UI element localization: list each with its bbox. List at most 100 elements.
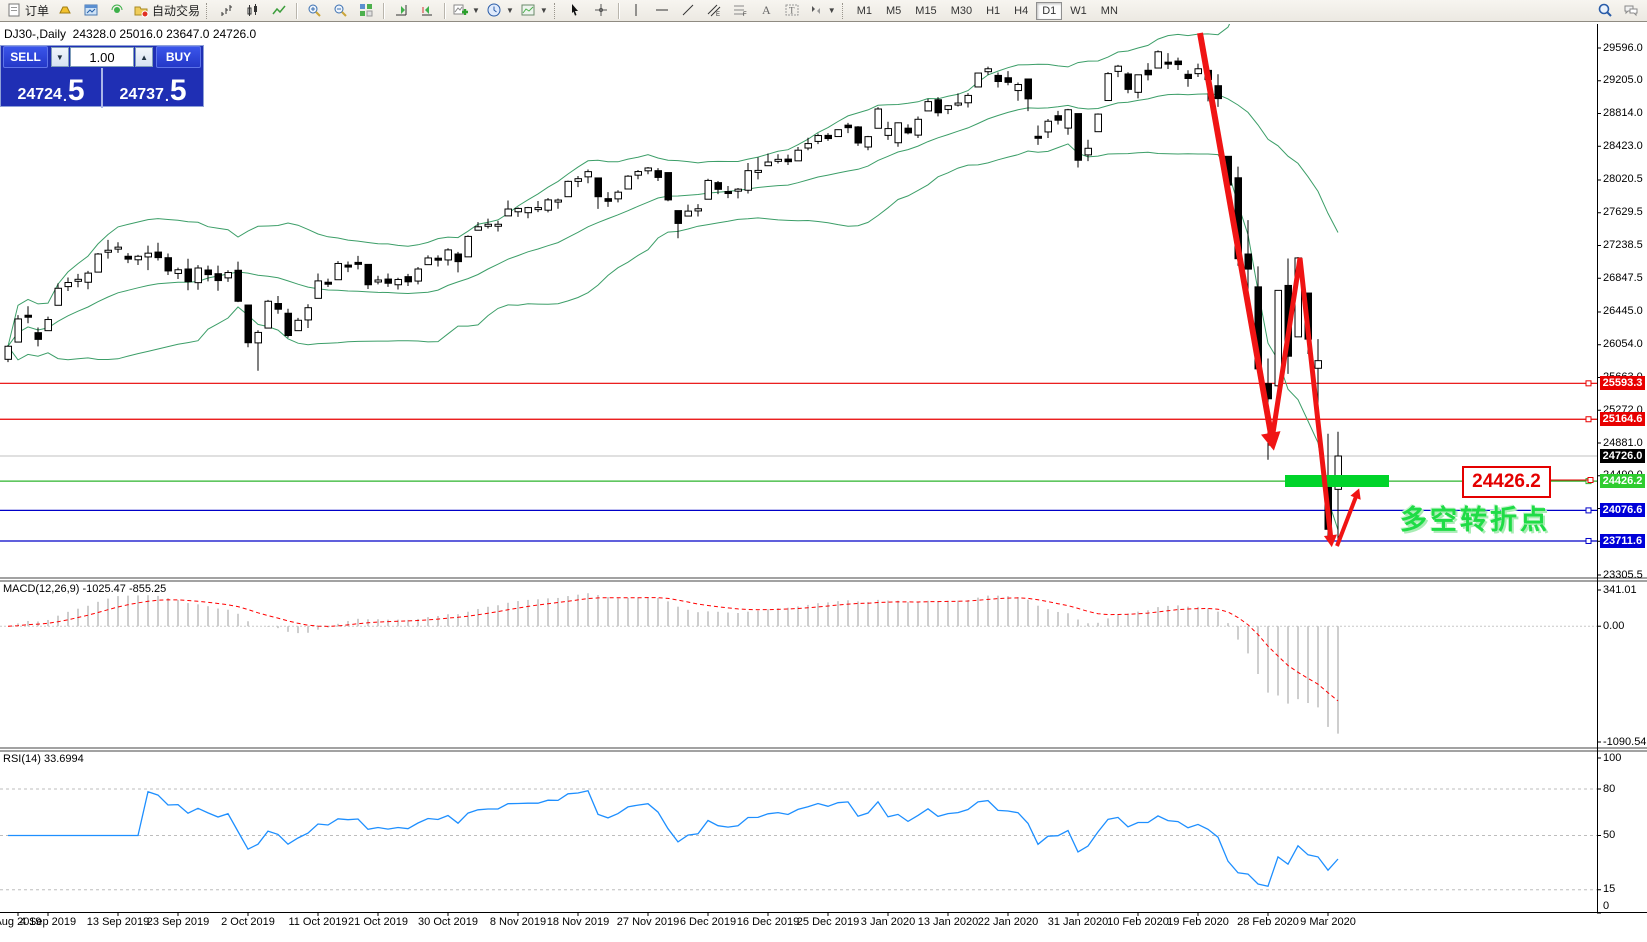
chat-icon <box>1623 2 1639 20</box>
new-order-icon <box>6 2 22 20</box>
zoom-in-button[interactable] <box>301 0 327 22</box>
timeframe-d1-button[interactable]: D1 <box>1036 1 1063 20</box>
gold-icon <box>57 2 73 20</box>
gold-button[interactable] <box>52 0 78 22</box>
arrows-shapes-icon <box>808 2 824 20</box>
zoom-in-icon <box>306 2 322 20</box>
chart-window-icon <box>83 2 99 20</box>
annotations-layer <box>1197 32 1594 548</box>
panel-frame-layer <box>0 24 1647 916</box>
bars-chart-icon <box>219 2 235 20</box>
buy-button[interactable]: BUY <box>155 46 202 68</box>
add-indicator-button[interactable]: ▼ <box>449 0 483 22</box>
main-toolbar: 订单 自动交易 ▼ ▼ ▼ E F A T ▼ M1 M5 M15 M30 H1 H4 D1 W1 MN <box>0 0 1647 22</box>
equidistant-channel-button[interactable]: E <box>701 0 727 22</box>
vertical-line-button[interactable] <box>623 0 649 22</box>
search-button[interactable] <box>1592 0 1618 22</box>
buy-price-main: 24737 <box>119 86 164 103</box>
add-indicator-icon <box>452 2 469 20</box>
timeframe-m5-button[interactable]: M5 <box>886 4 902 17</box>
level-lines-layer <box>0 380 1597 544</box>
candles-chart-button[interactable] <box>240 0 266 22</box>
timeframe-h1-button[interactable]: H1 <box>986 4 1001 17</box>
buy-price[interactable]: 24737. 5 <box>103 68 203 108</box>
chart-window-button[interactable] <box>78 0 104 22</box>
rsi-layer <box>0 788 1597 891</box>
svg-text:E: E <box>716 12 720 18</box>
dropdown-caret-icon: ▼ <box>827 6 836 15</box>
candles-layer <box>4 50 1342 547</box>
line-chart-icon <box>271 2 287 20</box>
chat-button[interactable] <box>1618 0 1644 22</box>
equidistant-channel-icon: E <box>706 2 722 20</box>
sell-price-dot: . <box>62 88 67 104</box>
volume-down-button[interactable]: ▼ <box>51 47 69 67</box>
text-label-icon: T <box>784 2 800 20</box>
text-icon: A <box>758 2 774 20</box>
fibonacci-icon: F <box>732 2 748 20</box>
signal-button[interactable] <box>104 0 130 22</box>
tile-windows-button[interactable] <box>353 0 379 22</box>
trendline-icon <box>680 2 696 20</box>
svg-text:F: F <box>743 12 747 18</box>
signal-icon <box>109 2 125 20</box>
one-click-prices: 24724. 5 24737. 5 <box>1 68 203 108</box>
timeframe-mn-button[interactable]: MN <box>1100 4 1118 17</box>
crosshair-icon <box>593 2 609 20</box>
horizontal-line-icon <box>654 2 670 20</box>
dropdown-caret-icon: ▼ <box>505 6 514 15</box>
autotrading-label: 自动交易 <box>152 4 201 18</box>
shift-end-button[interactable] <box>388 0 414 22</box>
line-chart-button[interactable] <box>266 0 292 22</box>
period-clock-button[interactable]: ▼ <box>483 0 517 22</box>
buy-price-dot: . <box>164 88 169 104</box>
search-icon <box>1597 2 1613 20</box>
timeframe-m15-button[interactable]: M15 <box>915 4 937 17</box>
zoom-out-icon <box>332 2 348 20</box>
new-order-button[interactable]: 订单 <box>3 0 52 22</box>
svg-text:T: T <box>789 5 795 15</box>
one-click-trading-widget: SELL ▼ 1.00 ▲ BUY 24724. 5 24737. 5 <box>0 45 204 108</box>
one-click-top-row: SELL ▼ 1.00 ▲ BUY <box>1 46 203 68</box>
text-label-button[interactable]: T <box>779 0 805 22</box>
cursor-button[interactable] <box>562 0 588 22</box>
arrows-shapes-button[interactable]: ▼ <box>805 0 839 22</box>
macd-layer <box>0 593 1597 734</box>
bars-chart-button[interactable] <box>214 0 240 22</box>
shift-end-icon <box>393 2 409 20</box>
zoom-out-button[interactable] <box>327 0 353 22</box>
horizontal-line-button[interactable] <box>649 0 675 22</box>
trendline-button[interactable] <box>675 0 701 22</box>
turn-up-arrow <box>1335 488 1361 547</box>
period-clock-icon <box>486 2 502 20</box>
sell-price[interactable]: 24724. 5 <box>1 68 101 108</box>
text-button[interactable]: A <box>753 0 779 22</box>
rebound-zigzag <box>1268 257 1338 548</box>
sell-button[interactable]: SELL <box>3 46 49 68</box>
template-icon <box>520 2 536 20</box>
svg-text:A: A <box>762 3 771 17</box>
buy-price-big-digit: 5 <box>169 74 187 107</box>
autotrading-button[interactable]: 自动交易 <box>130 0 203 22</box>
tile-windows-icon <box>358 2 374 20</box>
cursor-icon <box>567 2 583 20</box>
sell-price-main: 24724 <box>17 86 62 103</box>
timeframe-w1-button[interactable]: W1 <box>1070 4 1087 17</box>
fibonacci-button[interactable]: F <box>727 0 753 22</box>
shift-left-button[interactable] <box>414 0 440 22</box>
autotrading-icon <box>133 2 149 20</box>
crosshair-button[interactable] <box>588 0 614 22</box>
dropdown-caret-icon: ▼ <box>472 6 480 15</box>
volume-up-button[interactable]: ▲ <box>135 47 153 67</box>
timeframe-m30-button[interactable]: M30 <box>950 4 973 17</box>
timeframe-h4-button[interactable]: H4 <box>1014 4 1029 17</box>
vertical-line-icon <box>628 2 644 20</box>
dropdown-caret-icon: ▼ <box>539 6 548 15</box>
volume-input[interactable]: 1.00 <box>69 47 135 67</box>
sell-price-big-digit: 5 <box>67 74 85 107</box>
template-button[interactable]: ▼ <box>517 0 551 22</box>
candles-chart-icon <box>245 2 261 20</box>
timeframe-m1-button[interactable]: M1 <box>856 4 872 17</box>
